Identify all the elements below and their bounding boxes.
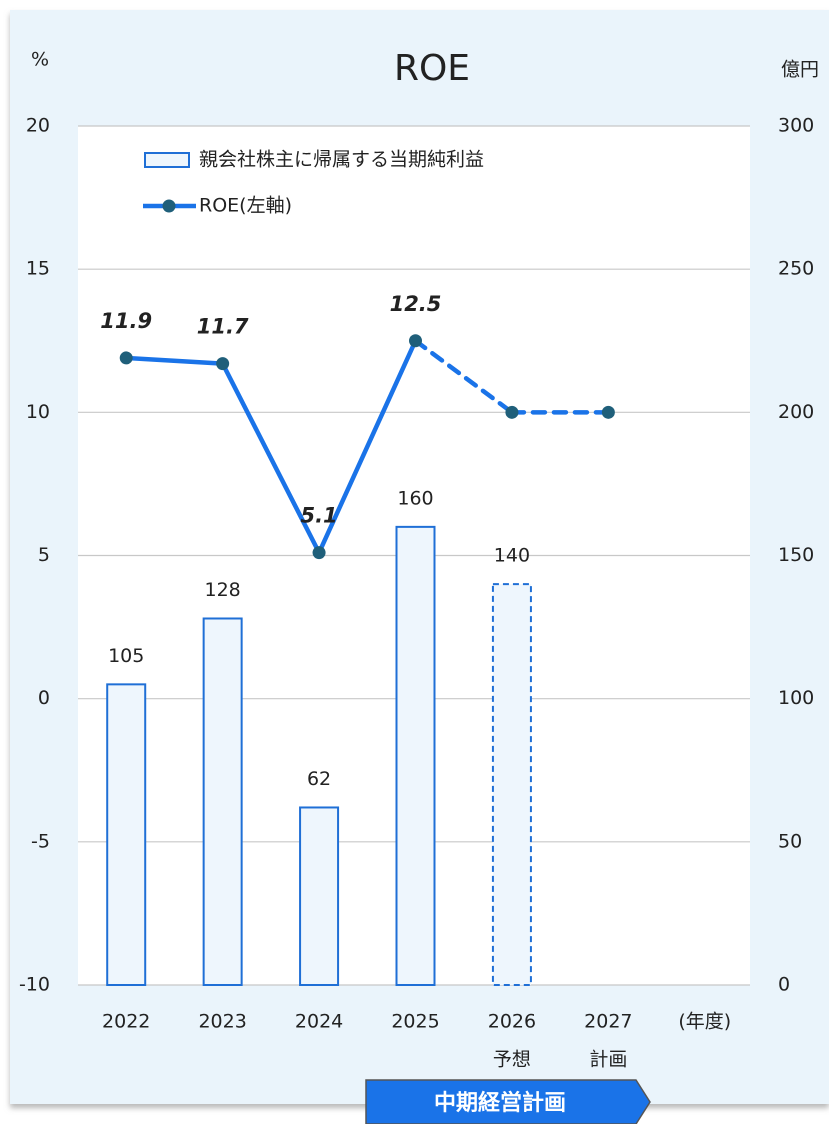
legend-label: ROE(左軸) bbox=[199, 195, 292, 217]
x-tick-label: 2027 bbox=[584, 1011, 632, 1033]
line-marker bbox=[505, 405, 519, 419]
bar bbox=[395, 525, 436, 986]
plan-banner bbox=[365, 1079, 651, 1124]
bar bbox=[491, 583, 532, 987]
legend-label: 親会社株主に帰属する当期純利益 bbox=[199, 149, 484, 171]
y2-tick-label: 0 bbox=[778, 974, 790, 996]
line-label: 11.9 bbox=[100, 309, 152, 333]
line-label: 5.1 bbox=[300, 504, 337, 528]
bar bbox=[299, 806, 340, 986]
y-tick-label: 15 bbox=[26, 258, 50, 280]
legend-swatch bbox=[144, 152, 190, 168]
y2-tick-label: 200 bbox=[778, 401, 814, 423]
y-axis-label: % bbox=[31, 49, 49, 71]
line-marker bbox=[409, 334, 422, 348]
y2-tick-label: 150 bbox=[778, 544, 814, 566]
y2-tick-label: 300 bbox=[778, 115, 814, 137]
y-tick-label: 10 bbox=[26, 401, 50, 423]
bar-label: 62 bbox=[307, 768, 331, 790]
y-tick-label: -5 bbox=[31, 830, 50, 852]
y-tick-label: -10 bbox=[19, 974, 50, 996]
chart-title: ROE bbox=[394, 48, 470, 89]
bar bbox=[202, 617, 243, 986]
x-tick-label: 2025 bbox=[391, 1011, 439, 1033]
bar-label: 128 bbox=[205, 579, 241, 601]
line-marker bbox=[601, 405, 615, 419]
bar-label: 160 bbox=[397, 487, 433, 509]
line-marker bbox=[312, 546, 326, 560]
x-tick-label: 2026 bbox=[488, 1011, 536, 1033]
line-segment bbox=[413, 338, 515, 415]
legend-marker bbox=[162, 199, 176, 213]
annotation: 中期経営計画 bbox=[434, 1090, 566, 1116]
line-label: 12.5 bbox=[390, 292, 442, 316]
x-tick-sublabel: 予想 bbox=[493, 1049, 531, 1071]
line-segment bbox=[220, 361, 322, 555]
y2-axis-label: 億円 bbox=[781, 59, 819, 81]
x-tick-label: 2022 bbox=[102, 1011, 150, 1033]
bar-label: 140 bbox=[494, 545, 530, 567]
line-marker bbox=[119, 351, 133, 365]
x-tick-label: (年度) bbox=[678, 1011, 731, 1033]
bar-label: 105 bbox=[108, 645, 144, 667]
line-segment bbox=[316, 338, 418, 555]
x-tick-sublabel: 計画 bbox=[589, 1049, 627, 1071]
x-tick-label: 2023 bbox=[198, 1011, 246, 1033]
y2-tick-label: 250 bbox=[778, 258, 814, 280]
y2-tick-label: 100 bbox=[778, 687, 814, 709]
line-segment bbox=[123, 355, 225, 366]
y-tick-label: 20 bbox=[26, 115, 50, 137]
line-label: 11.7 bbox=[197, 315, 249, 339]
bar bbox=[106, 683, 147, 986]
x-tick-label: 2024 bbox=[295, 1011, 343, 1033]
line-marker bbox=[216, 357, 230, 371]
y-tick-label: 0 bbox=[38, 687, 50, 709]
y-tick-label: 5 bbox=[38, 544, 50, 566]
y2-tick-label: 50 bbox=[778, 830, 802, 852]
